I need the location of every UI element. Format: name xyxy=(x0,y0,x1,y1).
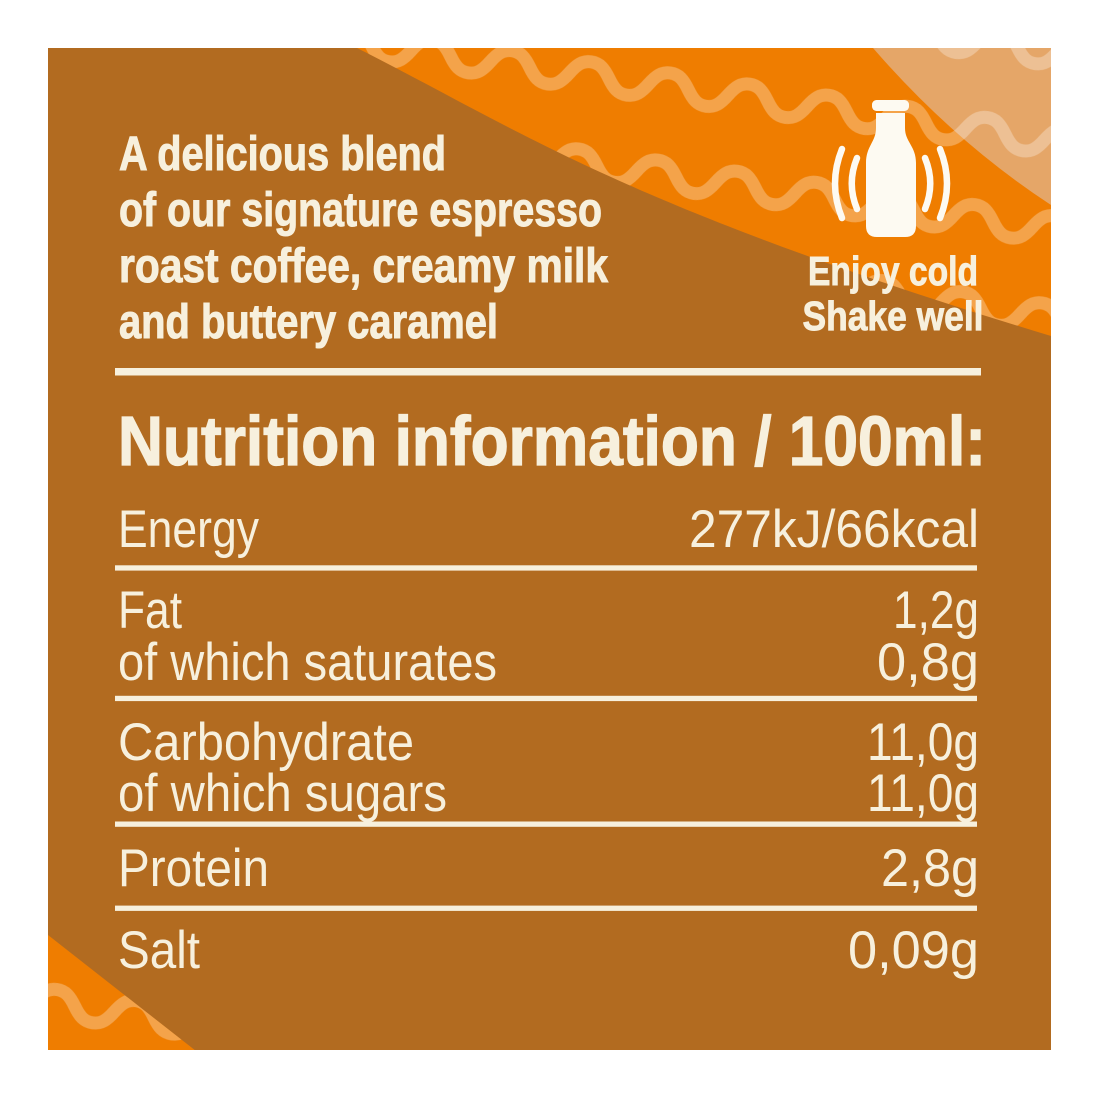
svg-text:2,8g: 2,8g xyxy=(881,839,979,898)
svg-text:11,0g: 11,0g xyxy=(867,764,979,823)
svg-text:and buttery caramel: and buttery caramel xyxy=(119,296,498,349)
svg-text:Enjoy cold: Enjoy cold xyxy=(808,248,978,294)
svg-text:Shake well: Shake well xyxy=(803,293,984,339)
svg-text:Fat: Fat xyxy=(118,581,182,640)
svg-text:Salt: Salt xyxy=(118,921,200,980)
svg-text:Carbohydrate: Carbohydrate xyxy=(118,713,414,772)
svg-text:0,09g: 0,09g xyxy=(848,921,979,980)
svg-text:1,2g: 1,2g xyxy=(893,581,979,640)
svg-text:11,0g: 11,0g xyxy=(867,713,979,772)
svg-text:Nutrition information / 100ml:: Nutrition information / 100ml: xyxy=(118,402,986,480)
svg-text:277kJ/66kcal: 277kJ/66kcal xyxy=(689,500,979,559)
svg-text:of which saturates: of which saturates xyxy=(118,633,497,692)
svg-text:Energy: Energy xyxy=(118,500,259,559)
svg-text:of which sugars: of which sugars xyxy=(118,764,447,823)
svg-text:A delicious blend: A delicious blend xyxy=(119,128,446,181)
svg-text:of our signature espresso: of our signature espresso xyxy=(119,184,602,237)
svg-text:roast coffee, creamy milk: roast coffee, creamy milk xyxy=(119,240,608,293)
svg-text:Protein: Protein xyxy=(118,839,269,898)
svg-text:0,8g: 0,8g xyxy=(877,633,979,692)
